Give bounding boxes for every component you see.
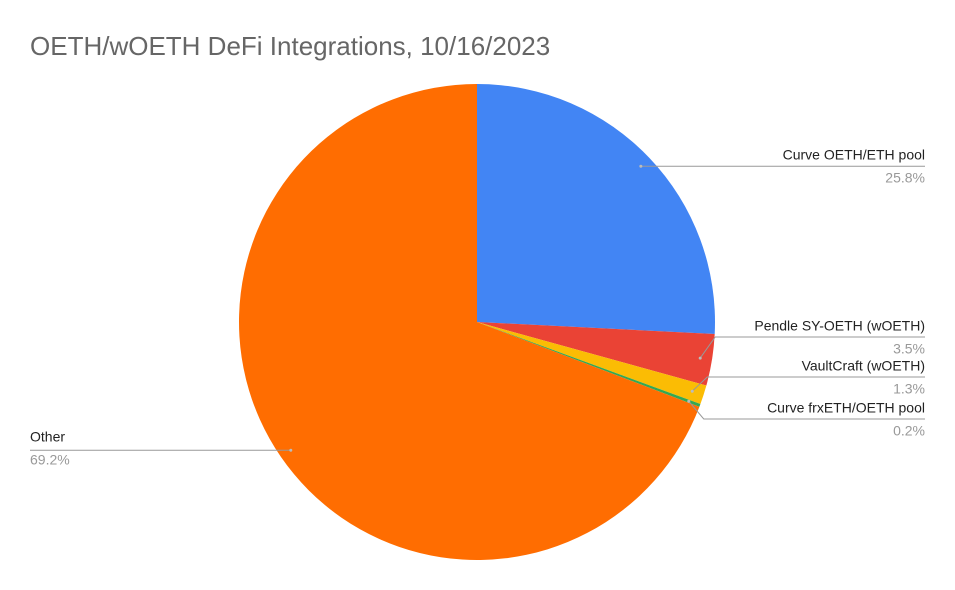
value-label: 25.8%: [885, 170, 925, 186]
leader-dot: [639, 164, 643, 168]
pie-slice: [477, 322, 715, 386]
pie-slice: [477, 84, 715, 334]
legend-label: Pendle SY-OETH (wOETH): [754, 318, 925, 334]
pie-slice: [477, 322, 701, 407]
leader-dot: [698, 356, 702, 360]
chart-title: OETH/wOETH DeFi Integrations, 10/16/2023: [30, 31, 550, 61]
leader-dot: [687, 399, 691, 403]
legend-label: Other: [30, 429, 65, 445]
legend-label: Curve OETH/ETH pool: [783, 147, 925, 163]
value-label: 0.2%: [893, 423, 925, 439]
pie-slice: [477, 322, 707, 405]
legend-label: Curve frxETH/OETH pool: [767, 400, 925, 416]
legend-label: VaultCraft (wOETH): [802, 358, 925, 374]
value-label: 69.2%: [30, 452, 70, 468]
leader-line: [699, 336, 925, 359]
pie-slice: [239, 84, 700, 560]
leader-dot: [289, 448, 293, 452]
leader-line: [691, 376, 925, 392]
value-label: 3.5%: [893, 341, 925, 357]
value-label: 1.3%: [893, 381, 925, 397]
leader-line: [688, 400, 925, 420]
leader-dot: [690, 389, 694, 393]
